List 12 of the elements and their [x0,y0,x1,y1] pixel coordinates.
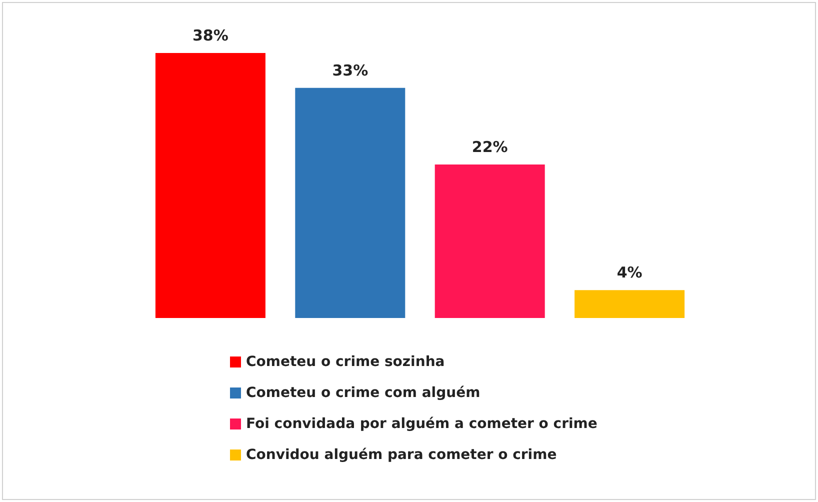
bar [295,88,406,318]
data-label: 33% [332,61,368,80]
legend-label: Foi convidada por alguém a cometer o crime [246,416,598,432]
data-label: 4% [616,264,642,282]
bar [574,290,685,318]
legend-label: Cometeu o crime com alguém [246,385,480,401]
legend-label: Convidou alguém para cometer o crime [246,447,557,463]
bar [155,52,266,318]
data-label: 22% [472,138,508,156]
legend-label: Cometeu o crime sozinha [246,354,445,370]
data-label: 38% [192,26,228,44]
bar [434,164,545,318]
